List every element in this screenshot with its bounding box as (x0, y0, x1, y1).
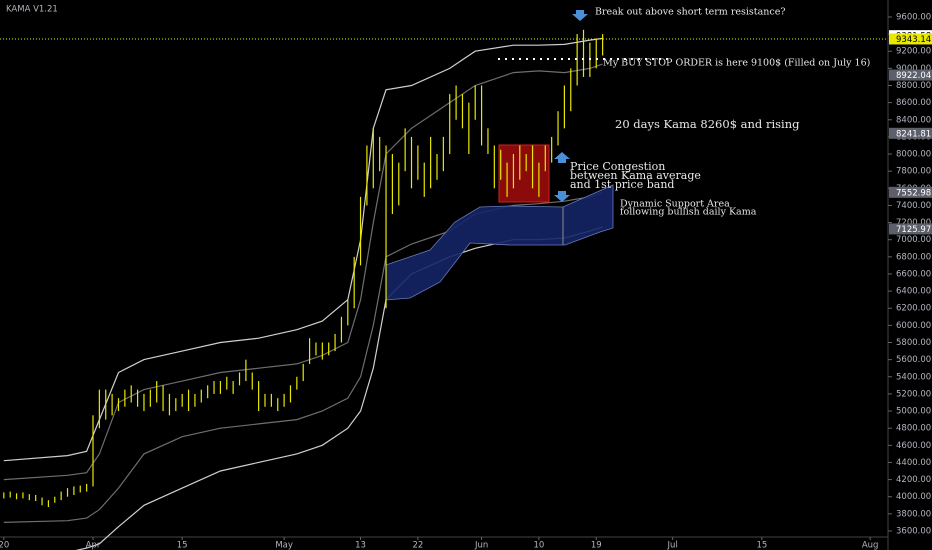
y-tick-label: 9600.00 (896, 12, 931, 22)
x-tick-label: Jul (667, 541, 678, 550)
annotation: Dynamic Support Area (620, 199, 730, 210)
y-tick-label: 9000.00 (896, 64, 931, 74)
y-tick-label: 5200.00 (896, 389, 931, 399)
bars-layer (3, 29, 604, 507)
price-label: 8241.81 (896, 129, 931, 139)
y-tick-label: 8600.00 (896, 98, 931, 108)
y-tick-label: 8400.00 (896, 115, 931, 125)
y-tick-label: 3600.00 (896, 526, 931, 536)
x-tick-label: 22 (412, 541, 423, 550)
y-tick-label: 6000.00 (896, 321, 931, 331)
y-tick-label: 5000.00 (896, 407, 931, 417)
x-tick-label: 15 (177, 541, 188, 550)
y-tick-label: 8000.00 (896, 150, 931, 160)
y-tick-label: 7200.00 (896, 218, 931, 228)
price-label: 8922.04 (896, 71, 931, 81)
price-label-box (889, 186, 932, 198)
x-tick-label: 15 (756, 541, 767, 550)
annotation: and 1st price band (570, 178, 674, 191)
y-tick-label: 4800.00 (896, 424, 931, 434)
y-tick-label: 7000.00 (896, 235, 931, 245)
annotation: Break out above short term resistance? (595, 7, 785, 18)
annotation: My BUY STOP ORDER is here 9100$ (Filled … (603, 58, 870, 69)
band-line (3, 63, 603, 481)
price-label: 9343.14 (896, 35, 931, 45)
chart-title: KAMA V1.21 (6, 5, 58, 15)
y-tick-label: 9200.00 (896, 47, 931, 57)
y-tick-label: 7800.00 (896, 167, 931, 177)
y-tick-label: 4600.00 (896, 441, 931, 451)
price-label-box (889, 69, 932, 81)
arrow-down (572, 10, 588, 21)
y-tick-label: 8800.00 (896, 81, 931, 91)
price-label-box (889, 127, 932, 139)
y-tick-label: 5800.00 (896, 338, 931, 348)
annotation: Price Congestion (570, 160, 665, 173)
price-label: 7125.97 (896, 225, 931, 235)
y-tick-label: 4400.00 (896, 458, 931, 468)
y-tick-label: 6800.00 (896, 252, 931, 262)
y-tick-label: 5600.00 (896, 355, 931, 365)
price-label-box (889, 223, 932, 235)
x-tick-label: May (275, 541, 293, 550)
y-tick-label: 6400.00 (896, 287, 931, 297)
x-tick-label: 13 (355, 541, 366, 550)
y-tick-label: 5400.00 (896, 372, 931, 382)
price-label-box (889, 33, 932, 45)
x-tick-label: Aug (862, 541, 879, 550)
y-tick-label: 4000.00 (896, 492, 931, 502)
y-tick-label: 7400.00 (896, 201, 931, 211)
x-tick-label: 20 (0, 541, 9, 550)
band-line (3, 192, 603, 523)
x-tick-label: 19 (591, 541, 602, 550)
annotation: between Kama average (570, 169, 701, 182)
y-tick-label: 4200.00 (896, 475, 931, 485)
y-tick-label: 6200.00 (896, 304, 931, 314)
annotation: following bullish daily Kama (620, 207, 757, 218)
x-tick-label: Jun (474, 541, 488, 550)
x-tick-label: 10 (534, 541, 545, 550)
x-tick-label: Apr (86, 541, 101, 550)
y-tick-label: 6600.00 (896, 269, 931, 279)
price-label: 7552.98 (896, 188, 931, 198)
annotation: 20 days Kama 8260$ and rising (615, 117, 800, 131)
y-tick-label: 3800.00 (896, 509, 931, 519)
arrow-up (554, 152, 570, 163)
arrow-down (554, 191, 570, 202)
support-area (385, 184, 614, 301)
